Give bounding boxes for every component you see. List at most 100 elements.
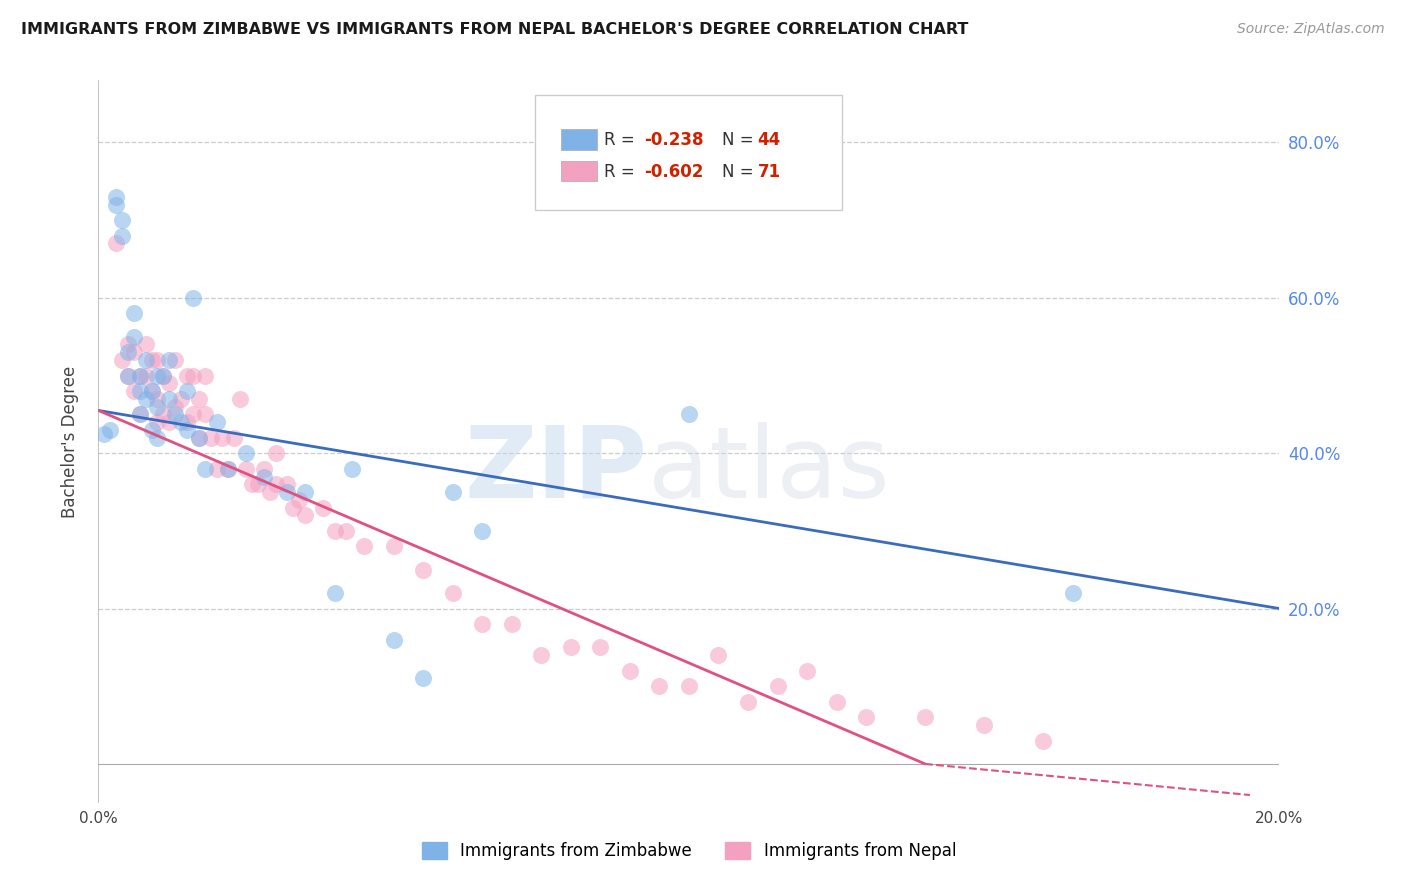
Point (619, 664, 641, 678)
Point (128, 384, 150, 398)
Point (187, 431, 209, 445)
Point (146, 415, 169, 429)
Text: atlas: atlas (648, 422, 889, 519)
Text: Source: ZipAtlas.com: Source: ZipAtlas.com (1237, 22, 1385, 37)
Point (135, 392, 157, 406)
Point (264, 477, 287, 491)
Point (294, 508, 316, 523)
Text: 71: 71 (758, 162, 780, 181)
Point (501, 617, 523, 632)
Point (176, 384, 198, 398)
Point (288, 492, 311, 507)
Point (412, 563, 434, 577)
Point (135, 353, 157, 368)
Point (98, 423, 121, 437)
Point (187, 392, 209, 406)
Point (471, 524, 494, 538)
Point (117, 368, 139, 383)
Point (1062, 586, 1084, 600)
Point (128, 368, 150, 383)
Point (229, 392, 252, 406)
Point (194, 461, 217, 475)
Point (157, 392, 180, 406)
Point (194, 408, 217, 422)
Point (678, 679, 700, 693)
Point (235, 446, 257, 460)
Point (973, 718, 995, 732)
Point (412, 672, 434, 686)
Point (146, 368, 169, 383)
Point (117, 345, 139, 359)
Y-axis label: Bachelor's Degree: Bachelor's Degree (60, 366, 79, 517)
Point (224, 431, 246, 445)
Text: R =: R = (605, 162, 640, 181)
Text: 44: 44 (758, 131, 780, 149)
Text: R =: R = (605, 131, 640, 149)
Point (530, 648, 553, 663)
Point (312, 500, 335, 515)
Point (117, 337, 139, 351)
Point (276, 485, 298, 500)
Point (165, 353, 187, 368)
Point (914, 710, 936, 724)
Point (105, 197, 128, 211)
Point (217, 461, 239, 475)
Point (259, 485, 281, 500)
Point (111, 228, 134, 243)
Point (181, 408, 204, 422)
Point (111, 213, 134, 227)
Point (335, 524, 357, 538)
Point (141, 353, 163, 368)
Point (253, 469, 276, 483)
Point (152, 368, 174, 383)
Point (737, 695, 759, 709)
Point (264, 446, 287, 460)
FancyBboxPatch shape (561, 161, 596, 181)
Point (146, 353, 169, 368)
Point (1032, 733, 1054, 747)
Point (152, 368, 174, 383)
Point (217, 461, 239, 475)
Point (122, 329, 145, 343)
FancyBboxPatch shape (561, 129, 596, 150)
Point (678, 408, 700, 422)
Point (200, 431, 222, 445)
Text: N =: N = (723, 162, 759, 181)
Point (205, 415, 228, 429)
Point (342, 461, 364, 475)
Point (211, 431, 233, 445)
Point (128, 368, 150, 383)
Point (128, 408, 150, 422)
Point (353, 540, 375, 554)
Point (165, 408, 187, 422)
Point (560, 640, 582, 655)
Point (146, 431, 169, 445)
Point (382, 632, 405, 647)
Point (323, 586, 346, 600)
Point (122, 345, 145, 359)
Point (135, 337, 157, 351)
Point (122, 306, 145, 320)
Point (181, 291, 204, 305)
Legend: Immigrants from Zimbabwe, Immigrants from Nepal: Immigrants from Zimbabwe, Immigrants fro… (415, 835, 963, 867)
Point (135, 368, 157, 383)
Text: -0.602: -0.602 (644, 162, 703, 181)
Point (235, 461, 257, 475)
Point (141, 423, 163, 437)
Point (240, 477, 263, 491)
Point (141, 384, 163, 398)
Point (105, 236, 128, 251)
Point (157, 353, 180, 368)
Point (176, 368, 198, 383)
Point (825, 695, 848, 709)
Point (648, 679, 671, 693)
Point (766, 679, 789, 693)
Point (105, 190, 128, 204)
Point (146, 392, 169, 406)
Point (283, 500, 305, 515)
Point (276, 477, 298, 491)
Point (194, 368, 217, 383)
Point (382, 540, 405, 554)
Point (707, 648, 730, 663)
Point (246, 477, 269, 491)
